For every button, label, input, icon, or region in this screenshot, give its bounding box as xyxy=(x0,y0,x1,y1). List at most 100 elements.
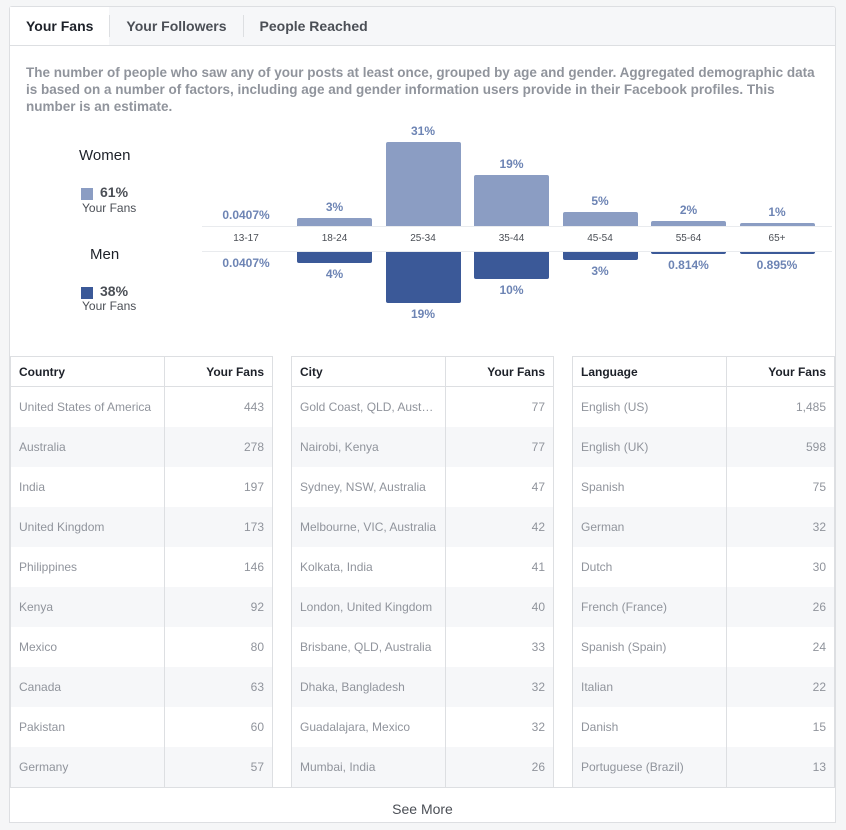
row-value: 278 xyxy=(243,440,264,454)
row-label: Germany xyxy=(11,747,165,787)
row-value: 77 xyxy=(531,400,545,414)
table-row: English (UK) 598 xyxy=(573,427,834,467)
column-header[interactable]: Your Fans xyxy=(768,365,826,379)
row-label: Pakistan xyxy=(11,707,165,747)
table-row: United Kingdom 173 xyxy=(11,507,272,547)
bar-women-45-54 xyxy=(562,212,638,228)
row-label: India xyxy=(11,467,165,507)
row-value: 41 xyxy=(531,560,545,574)
value-men-25-34: 19% xyxy=(410,307,436,322)
age-tick-55-64: 55-64 xyxy=(675,233,702,244)
tab-people-reached[interactable]: People Reached xyxy=(259,18,368,34)
table-row: Portuguese (Brazil) 13 xyxy=(573,747,834,787)
table-row: Pakistan 60 xyxy=(11,707,272,747)
row-value: 57 xyxy=(250,760,264,774)
age-tick-45-54: 45-54 xyxy=(587,233,613,244)
value-women-45-54: 5% xyxy=(591,194,609,209)
legend-women-sub: Your Fans xyxy=(82,201,137,215)
table-row: Guadalajara, Mexico 32 xyxy=(292,707,553,747)
row-label: Melbourne, VIC, Australia xyxy=(292,507,446,547)
row-label: Dutch xyxy=(573,547,727,587)
row-label: Portuguese (Brazil) xyxy=(573,747,727,787)
row-label: Canada xyxy=(11,667,165,707)
row-value: 80 xyxy=(250,640,264,654)
bar-men-65+ xyxy=(739,250,815,255)
value-women-13-17: 0.0407% xyxy=(222,208,270,222)
legend-men-swatch xyxy=(81,287,93,299)
demographic-tables: Country Your Fans United States of America… xyxy=(10,356,835,787)
age-tick-65+: 65+ xyxy=(768,233,786,244)
table-row: Germany 57 xyxy=(11,747,272,787)
age-axis xyxy=(202,226,832,252)
column-header[interactable]: Language xyxy=(573,357,727,386)
row-label: Australia xyxy=(11,427,165,467)
table-row: Philippines 146 xyxy=(11,547,272,587)
table-row: Dhaka, Bangladesh 32 xyxy=(292,667,553,707)
table-row: Kolkata, India 41 xyxy=(292,547,553,587)
age-tick-13-17: 13-17 xyxy=(233,233,259,244)
table-row: French (France) 26 xyxy=(573,587,834,627)
row-value: 32 xyxy=(812,520,826,534)
tab-your-fans[interactable]: Your Fans xyxy=(10,7,110,45)
row-label: Guadalajara, Mexico xyxy=(292,707,446,747)
row-label: Danish xyxy=(573,707,727,747)
row-value: 32 xyxy=(531,680,545,694)
tab-divider xyxy=(109,15,111,37)
bar-women-65+ xyxy=(739,223,815,228)
column-header[interactable]: Your Fans xyxy=(206,365,264,379)
row-value: 47 xyxy=(531,480,545,494)
row-value: 63 xyxy=(250,680,264,694)
column-header[interactable]: City xyxy=(292,357,446,386)
table-row: Brisbane, QLD, Australia 33 xyxy=(292,627,553,667)
row-value: 40 xyxy=(531,600,545,614)
row-value: 33 xyxy=(531,640,545,654)
value-men-65+: 0.895% xyxy=(756,258,798,273)
table-row: German 32 xyxy=(573,507,834,547)
row-label: Spanish (Spain) xyxy=(573,627,727,667)
row-label: London, United Kingdom xyxy=(292,587,446,627)
row-label: Mexico xyxy=(11,627,165,667)
legend-men-label: Men xyxy=(90,246,120,263)
table-header: Language Your Fans xyxy=(573,357,834,387)
table-row: Nairobi, Kenya 77 xyxy=(292,427,553,467)
legend-women-label: Women xyxy=(79,147,131,164)
table-header: City Your Fans xyxy=(292,357,553,387)
tab-divider xyxy=(242,15,244,37)
table-row: Australia 278 xyxy=(11,427,272,467)
row-label: Sydney, NSW, Australia xyxy=(292,467,446,507)
row-value: 197 xyxy=(243,480,264,494)
row-label: Philippines xyxy=(11,547,165,587)
row-label: Italian xyxy=(573,667,727,707)
bar-men-55-64 xyxy=(651,250,727,255)
tab-your-followers[interactable]: Your Followers xyxy=(126,18,227,34)
row-label: Brisbane, QLD, Australia xyxy=(292,627,446,667)
bar-men-25-34 xyxy=(385,250,461,304)
age-tick-25-34: 25-34 xyxy=(410,233,436,244)
value-men-13-17: 0.0407% xyxy=(222,256,270,270)
row-value: 60 xyxy=(250,720,264,734)
row-label: English (UK) xyxy=(573,427,727,467)
see-more-button[interactable]: See More xyxy=(10,787,835,824)
table-row: India 197 xyxy=(11,467,272,507)
column-header[interactable]: Your Fans xyxy=(487,365,545,379)
row-label: Kenya xyxy=(11,587,165,627)
language-table: Language Your Fans English (US) 1,485 Englis… xyxy=(572,356,835,787)
row-value: 173 xyxy=(243,520,264,534)
table-row: London, United Kingdom 40 xyxy=(292,587,553,627)
bar-women-18-24 xyxy=(297,217,373,228)
row-label: Dhaka, Bangladesh xyxy=(292,667,446,707)
value-men-35-44: 10% xyxy=(499,283,524,298)
value-men-55-64: 0.814% xyxy=(668,258,709,273)
row-value: 32 xyxy=(531,720,545,734)
row-value: 92 xyxy=(250,600,264,614)
row-value: 42 xyxy=(531,520,545,534)
value-women-35-44: 19% xyxy=(499,156,524,171)
table-header: Country Your Fans xyxy=(11,357,272,387)
table-row: Spanish 75 xyxy=(573,467,834,507)
column-header[interactable]: Country xyxy=(11,357,165,386)
row-value: 15 xyxy=(812,720,826,734)
row-label: United Kingdom xyxy=(11,507,165,547)
audience-panel: Your Fans Your Followers People Reached … xyxy=(9,6,836,823)
table-row: Melbourne, VIC, Australia 42 xyxy=(292,507,553,547)
row-label: United States of America xyxy=(11,387,165,427)
